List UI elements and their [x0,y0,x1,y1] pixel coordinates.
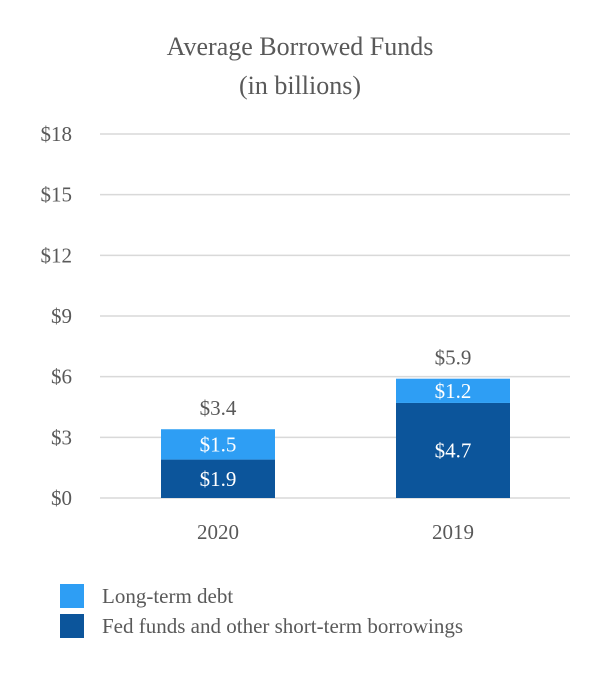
legend-item-fed-funds: Fed funds and other short-term borrowing… [60,612,463,640]
y-tick-label: $18 [41,122,73,146]
legend-item-long-term-debt: Long-term debt [60,582,463,610]
legend-swatch-long-term-debt [60,584,84,608]
bar-segment-short-term-2020 [161,459,275,498]
bar-segment-long-term-2019 [396,378,510,403]
total-value-label: $5.9 [435,346,472,370]
y-tick-label: $6 [51,365,72,389]
y-tick-label: $0 [51,486,72,510]
chart-title-line-1: Average Borrowed Funds [167,32,434,61]
x-axis-ticks: 2020 2019 [197,520,474,544]
y-tick-label: $12 [41,243,73,267]
segment-value-label: $4.7 [435,438,472,462]
bar-segment-long-term-2020 [161,429,275,460]
y-tick-label: $3 [51,425,72,449]
bar-labels: $1.9 $1.5 $3.4 $4.7 $1.2 $5.9 [200,346,472,491]
bar-segment-short-term-2019 [396,402,510,498]
chart-title-line-2: (in billions) [239,71,361,100]
y-axis-ticks: $0 $3 $6 $9 $12 $15 $18 [41,122,73,510]
segment-value-label: $1.9 [200,467,237,491]
y-tick-label: $15 [41,183,73,207]
stacked-bar-chart: Average Borrowed Funds (in billions) $0$… [41,32,570,544]
segment-value-label: $1.2 [435,379,472,403]
legend-label-fed-funds: Fed funds and other short-term borrowing… [102,613,464,638]
legend-label-long-term-debt: Long-term debt [102,583,234,608]
x-tick-label: 2020 [197,520,239,544]
legend-swatch-fed-funds [60,614,84,638]
x-tick-label: 2019 [432,520,474,544]
total-value-label: $3.4 [200,396,237,420]
legend: Long-term debt Fed funds and other short… [60,582,463,642]
segment-value-label: $1.5 [200,432,237,456]
y-tick-label: $9 [51,304,72,328]
bars [161,378,510,498]
